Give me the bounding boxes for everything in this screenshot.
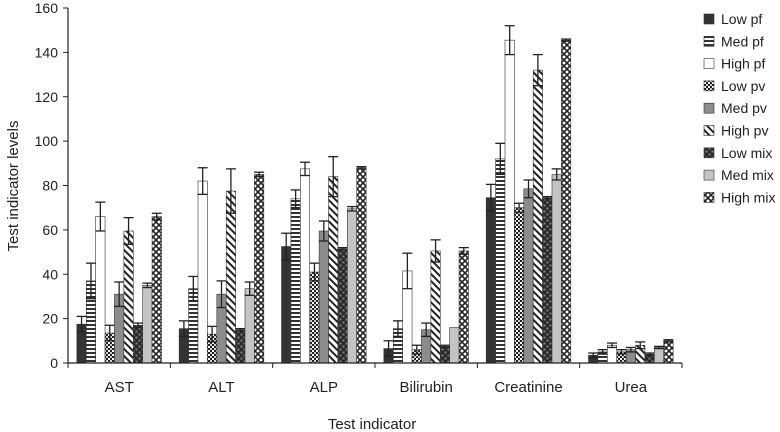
legend-swatch: [703, 13, 715, 25]
bars-layer: [76, 25, 674, 364]
x-tick-label: ALP: [310, 379, 338, 396]
y-tick-label: 60: [42, 222, 58, 238]
bar-med-pv-alp: [318, 230, 329, 364]
y-axis-label: Test indicator levels: [5, 121, 22, 252]
y-tick-label: 40: [42, 266, 58, 282]
legend: Low pf Med pf High pf Low pv Med pv High pv Lo…: [703, 11, 775, 205]
x-tick-label: Creatinine: [494, 379, 562, 396]
x-tick-label: Urea: [615, 379, 648, 396]
x-tick-label: AST: [105, 379, 134, 396]
y-tick-label: 140: [35, 44, 59, 60]
legend-label: Low pv: [721, 78, 765, 94]
bar-low-mix-alp: [337, 248, 348, 364]
bar-low-pf-creatinine: [485, 197, 496, 364]
y-tick-label: 20: [42, 311, 58, 327]
legend-label: Med pf: [721, 33, 764, 49]
y-tick-label: 80: [42, 178, 58, 194]
legend-swatch: [703, 192, 715, 203]
bar-med-pv-creatinine: [523, 188, 534, 364]
legend-label: High pf: [721, 56, 765, 72]
bar-med-mix-alt: [244, 288, 255, 364]
bar-low-mix-alt: [235, 329, 246, 364]
legend-label: Low pf: [721, 11, 762, 27]
legend-swatch: [703, 102, 715, 114]
bar-med-mix-urea: [654, 347, 665, 364]
legend-swatch: [703, 58, 715, 69]
bar-high-mix-bilirubin: [458, 250, 469, 364]
bar-high-pv-creatinine: [532, 69, 543, 364]
bar-low-pv-creatinine: [514, 207, 525, 364]
bar-high-mix-creatinine: [561, 39, 572, 364]
legend-swatch: [703, 80, 715, 92]
y-tick-label: 100: [35, 133, 59, 149]
bar-high-pv-alt: [225, 190, 236, 364]
bar-high-pf-alt: [197, 180, 208, 364]
bar-low-pv-alp: [309, 271, 320, 364]
legend-swatch: [703, 125, 715, 136]
legend-label: Med mix: [721, 167, 774, 183]
bar-high-pv-ast: [123, 230, 134, 364]
bar-high-mix-urea: [663, 340, 674, 364]
bar-high-pv-bilirubin: [430, 250, 441, 364]
y-tick-label: 120: [35, 89, 59, 105]
bar-med-mix-bilirubin: [449, 327, 460, 364]
bar-low-mix-ast: [132, 324, 143, 364]
bar-med-pf-alp: [290, 198, 301, 364]
bar-med-pf-creatinine: [495, 158, 506, 364]
bar-high-pf-creatinine: [504, 39, 515, 364]
legend-swatch: [703, 147, 715, 159]
legend-label: High mix: [721, 189, 775, 205]
bar-high-pv-alp: [328, 176, 339, 364]
x-axis-label: Test indicator: [328, 416, 416, 432]
x-tick-label: Bilirubin: [399, 379, 452, 396]
bar-high-pf-alp: [300, 168, 311, 364]
bar-med-mix-alp: [347, 208, 358, 364]
legend-label: Med pv: [721, 100, 767, 116]
bar-low-mix-bilirubin: [439, 346, 450, 364]
bar-med-mix-creatinine: [551, 174, 562, 364]
bar-high-pf-ast: [95, 216, 106, 364]
legend-label: High pv: [721, 123, 768, 139]
legend-label: Low mix: [721, 145, 772, 161]
legend-swatch: [703, 35, 715, 47]
axes-layer: 0 20 40 60 80 100 120 140 160 AST ALT ALP Bilirubin C…: [35, 0, 683, 396]
legend-swatch: [703, 169, 715, 181]
bar-med-mix-ast: [142, 285, 153, 364]
y-tick-label: 0: [50, 355, 58, 371]
bar-low-pf-alp: [281, 246, 292, 364]
bar-high-mix-ast: [151, 216, 162, 364]
bar-low-mix-creatinine: [542, 197, 553, 364]
y-tick-label: 160: [35, 0, 59, 16]
bar-high-mix-alt: [254, 174, 265, 364]
bar-high-mix-alp: [356, 167, 367, 364]
x-tick-label: ALT: [208, 379, 234, 396]
